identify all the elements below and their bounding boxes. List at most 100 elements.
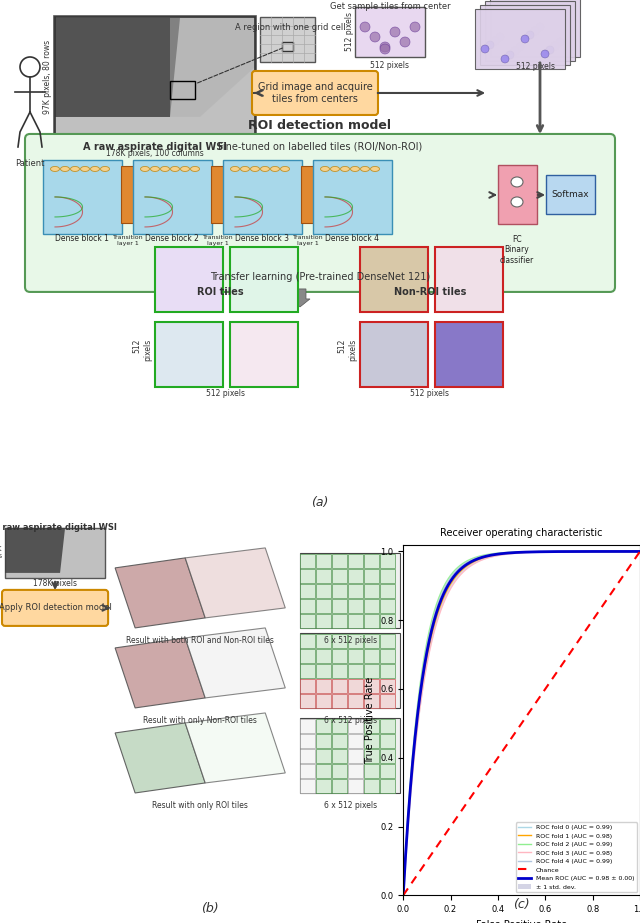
Bar (332, 764, 348, 778)
Bar (380, 554, 396, 568)
Bar (316, 614, 332, 628)
Bar (332, 664, 348, 677)
Bar (332, 679, 348, 693)
Ellipse shape (340, 166, 349, 172)
Ellipse shape (351, 166, 360, 172)
Circle shape (551, 42, 559, 50)
Ellipse shape (371, 166, 380, 172)
Ellipse shape (51, 166, 60, 172)
Ellipse shape (250, 166, 259, 172)
Text: (b): (b) (202, 902, 219, 915)
FancyBboxPatch shape (2, 590, 108, 626)
Bar (380, 694, 396, 708)
Bar (364, 584, 380, 598)
Ellipse shape (260, 166, 269, 172)
Bar (316, 649, 332, 663)
Circle shape (360, 22, 370, 32)
Text: 512 pixels: 512 pixels (346, 13, 355, 52)
Ellipse shape (321, 166, 330, 172)
FancyBboxPatch shape (54, 16, 256, 138)
FancyBboxPatch shape (498, 165, 537, 224)
Bar (380, 779, 396, 793)
Bar (316, 679, 332, 693)
Bar (364, 664, 380, 677)
Ellipse shape (61, 166, 70, 172)
Bar (435, 322, 503, 387)
Text: Apply ROI detection model: Apply ROI detection model (0, 604, 111, 612)
Bar (300, 633, 401, 708)
FancyBboxPatch shape (252, 71, 378, 115)
Circle shape (516, 43, 524, 51)
Bar (300, 664, 316, 677)
Bar (380, 634, 396, 648)
Circle shape (486, 41, 494, 49)
Bar (380, 749, 396, 763)
Bar (332, 554, 348, 568)
Bar (155, 322, 223, 387)
Text: (c): (c) (513, 898, 530, 911)
Circle shape (496, 33, 504, 41)
Bar (332, 779, 348, 793)
Circle shape (521, 35, 529, 43)
Bar (348, 679, 364, 693)
Polygon shape (115, 557, 205, 628)
Bar (316, 694, 332, 708)
Circle shape (556, 38, 564, 46)
Bar (5, 528, 105, 578)
FancyBboxPatch shape (313, 160, 392, 234)
Text: A region with one grid cell: A region with one grid cell (235, 23, 346, 32)
Text: A raw aspirate digital WSI: A raw aspirate digital WSI (83, 142, 227, 152)
Circle shape (400, 37, 410, 47)
Bar (332, 634, 348, 648)
Circle shape (380, 44, 390, 54)
Text: ROI detection model: ROI detection model (248, 119, 392, 132)
Bar (332, 569, 348, 583)
Bar (364, 734, 380, 748)
Bar (300, 734, 316, 748)
FancyArrow shape (290, 289, 310, 307)
Bar (170, 81, 195, 99)
Bar (260, 17, 315, 62)
Bar (348, 719, 364, 733)
Bar (485, 1, 575, 61)
FancyBboxPatch shape (25, 134, 615, 292)
Circle shape (546, 46, 554, 54)
Bar (348, 599, 364, 613)
Ellipse shape (241, 166, 250, 172)
Text: 178K pixels: 178K pixels (33, 579, 77, 588)
Text: A raw aspirate digital WSI: A raw aspirate digital WSI (0, 523, 117, 532)
Text: Fine-tuned on labelled tiles (ROI/Non-ROI): Fine-tuned on labelled tiles (ROI/Non-RO… (218, 142, 422, 152)
Bar (364, 649, 380, 663)
Text: Transfer learning (Pre-trained DenseNet 121): Transfer learning (Pre-trained DenseNet … (210, 272, 430, 282)
Bar (316, 749, 332, 763)
Text: 6 x 512 pixels: 6 x 512 pixels (324, 801, 377, 810)
Bar (380, 599, 396, 613)
Bar (348, 749, 364, 763)
Ellipse shape (280, 166, 289, 172)
Bar (348, 614, 364, 628)
FancyBboxPatch shape (43, 160, 122, 234)
Text: Dense block 4: Dense block 4 (325, 234, 379, 243)
Text: 97K
pixels: 97K pixels (0, 546, 2, 559)
Bar (316, 719, 332, 733)
FancyBboxPatch shape (546, 175, 595, 214)
Text: 512 pixels: 512 pixels (515, 62, 554, 71)
Bar (300, 554, 316, 568)
Bar (316, 634, 332, 648)
Circle shape (410, 22, 420, 32)
Bar (300, 634, 316, 648)
Bar (300, 599, 316, 613)
Bar (155, 247, 223, 312)
Ellipse shape (81, 166, 90, 172)
Bar (364, 694, 380, 708)
Bar (300, 614, 316, 628)
Bar (300, 679, 316, 693)
Text: 512 pixels: 512 pixels (205, 389, 244, 398)
Bar (364, 569, 380, 583)
Bar (230, 322, 298, 387)
Bar (300, 569, 316, 583)
Polygon shape (170, 18, 255, 117)
Bar (475, 9, 565, 69)
Bar (490, 0, 580, 57)
Text: 512 pixels: 512 pixels (410, 389, 449, 398)
